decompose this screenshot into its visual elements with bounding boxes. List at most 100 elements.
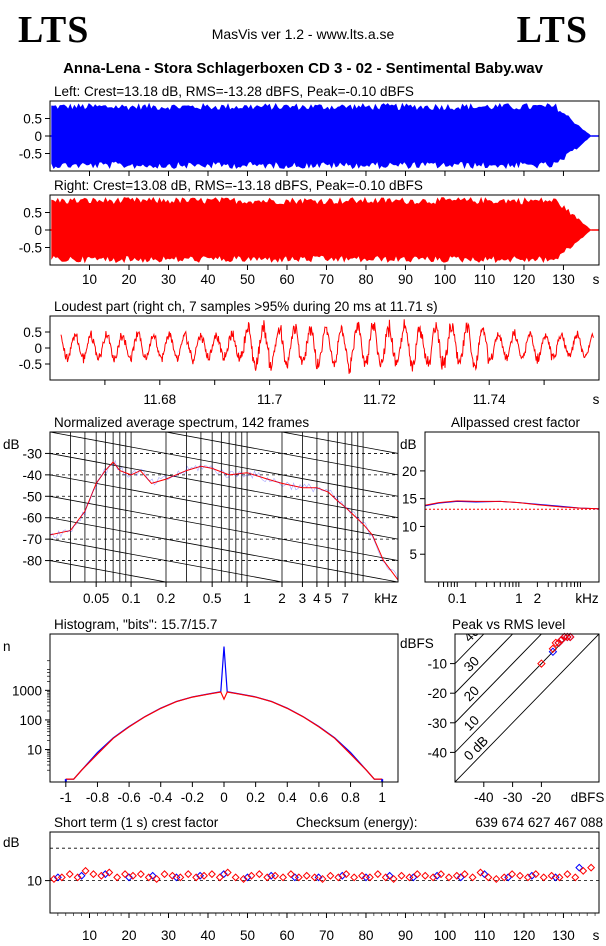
spectrum-line — [50, 461, 398, 581]
x-tick-label: 7 — [341, 591, 349, 606]
scatter-point-right — [97, 871, 106, 880]
crest-diagonal — [455, 634, 543, 724]
grid-slope — [50, 517, 398, 582]
scatter-point-right — [326, 871, 335, 880]
scatter-point-right — [484, 873, 493, 882]
y-axis-label: dB — [400, 437, 417, 452]
scatter-point-left — [338, 871, 347, 880]
scatter-point-right — [516, 871, 524, 880]
y-axis-label: dBFS — [400, 636, 434, 651]
x-unit-label: s — [593, 392, 600, 407]
x-tick-label: -40 — [474, 790, 494, 805]
scatter-point-right — [279, 873, 287, 882]
scatter-point-right — [168, 871, 177, 880]
scatter-point-right — [389, 875, 398, 883]
scatter-point-right — [579, 866, 588, 875]
checksum-label: Checksum (energy): — [296, 815, 418, 830]
scatter-point-right — [413, 870, 422, 879]
scatter-point-right — [565, 632, 575, 642]
panel-right-waveform: Right: Crest=13.08 dB, RMS=-13.18 dBFS, … — [19, 178, 600, 287]
grid-slope — [163, 432, 398, 476]
x-tick-label: 40 — [200, 928, 215, 943]
plot-frame — [49, 633, 399, 783]
crest-line-right — [424, 500, 600, 510]
y-tick-label: 10 — [27, 874, 42, 889]
panel-title: Left: Crest=13.18 dB, RMS=-13.28 dBFS, P… — [54, 84, 414, 99]
scatter-point-right — [176, 873, 185, 882]
crest-diagonal — [455, 634, 514, 694]
y-tick-label: 10 — [402, 519, 417, 534]
scatter-point-left — [243, 873, 252, 882]
x-tick-label: 11.68 — [143, 392, 176, 407]
y-tick-label: 100 — [19, 713, 42, 728]
scatter-point-right — [128, 871, 137, 880]
scatter-point-right — [255, 870, 264, 879]
scatter-point-right — [555, 873, 564, 882]
y-tick-label: -60 — [22, 511, 42, 526]
scatter-point-right — [381, 873, 390, 882]
panel-title: Peak vs RMS level — [452, 617, 565, 632]
crest-diagonal — [455, 634, 599, 782]
scatter-point-right — [271, 871, 280, 880]
waveform-line — [60, 319, 594, 374]
grid-slope — [279, 432, 398, 454]
crest-diagonal — [455, 634, 485, 665]
x-tick-label: 0.2 — [246, 790, 265, 805]
scatter-point-right — [136, 870, 145, 879]
diagonal-label: 10 — [461, 713, 482, 734]
x-tick-label: 60 — [279, 928, 294, 943]
y-tick-label: 15 — [402, 492, 417, 507]
x-tick-label: 20 — [121, 272, 136, 287]
x-tick-label: 0.2 — [157, 591, 176, 606]
x-tick-label: 0.05 — [83, 591, 109, 606]
scatter-point-right — [437, 870, 445, 879]
scatter-point-right — [405, 873, 414, 882]
y-tick-label: -0.5 — [19, 357, 42, 372]
y-tick-label: -80 — [22, 554, 42, 569]
scatter-point-right — [421, 871, 430, 880]
scatter-point-right — [508, 870, 517, 879]
y-tick-label: -30 — [427, 716, 447, 731]
x-tick-label: 11.72 — [363, 392, 396, 407]
x-tick-label: 80 — [358, 928, 373, 943]
y-tick-label: -70 — [22, 532, 42, 547]
scatter-point-right — [294, 873, 303, 882]
scatter-point-right — [460, 870, 469, 879]
y-tick-label: -30 — [22, 446, 42, 461]
scatter-point-left — [77, 871, 86, 880]
x-unit-label: s — [593, 928, 600, 943]
scatter-point-right — [152, 875, 161, 883]
y-tick-label: 0 — [34, 341, 42, 356]
lts-logo-left: LTS — [18, 9, 90, 51]
diagonal-label: 20 — [461, 683, 482, 704]
x-tick-label: 1 — [515, 591, 523, 606]
y-tick-label: -40 — [427, 745, 447, 760]
scatter-point-right — [350, 873, 359, 882]
grid-slope — [50, 560, 169, 582]
spectrum-grid — [50, 432, 398, 582]
x-tick-label: 0.4 — [278, 790, 297, 805]
scatter-point-right — [500, 873, 509, 882]
scatter-point-right — [563, 870, 572, 879]
scatter-point-right — [105, 868, 114, 877]
histogram-line-right — [65, 691, 383, 780]
scatter-point-right — [223, 868, 232, 877]
checksum-value: 639 674 627 467 088 — [475, 815, 603, 830]
y-tick-label: 10 — [27, 743, 42, 758]
x-tick-label: 40 — [200, 272, 215, 287]
diagonal-label: 0 dB — [461, 733, 491, 763]
histogram-line-left — [65, 646, 383, 780]
y-tick-label: -0.5 — [19, 241, 42, 256]
x-tick-label: 0.6 — [310, 790, 329, 805]
x-unit-label: s — [593, 272, 600, 287]
y-tick-label: -50 — [22, 489, 42, 504]
grid-slope — [50, 538, 285, 582]
scatter-point-right — [476, 868, 485, 877]
scatter-point-right — [49, 875, 58, 883]
panel-title: Histogram, "bits": 15.7/15.7 — [54, 617, 217, 632]
scatter-point-right — [548, 644, 558, 654]
scatter-point-right — [239, 875, 248, 883]
y-axis-label: dB — [3, 835, 20, 850]
scatter-point-right — [342, 870, 351, 879]
x-tick-label: 70 — [319, 928, 334, 943]
